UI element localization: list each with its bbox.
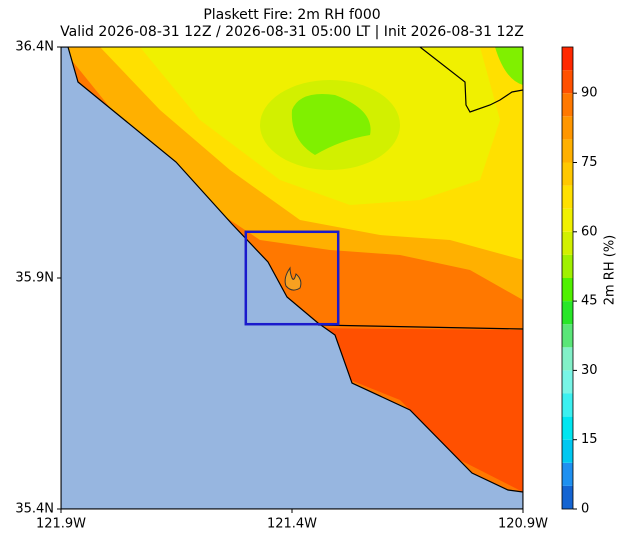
- fire-box: [244, 230, 340, 326]
- colorbar-band: [562, 70, 573, 94]
- colorbar-frame: [561, 46, 574, 510]
- colorbar-band: [562, 462, 573, 486]
- ocean: [61, 47, 523, 509]
- land: [300, 328, 523, 492]
- land: [495, 47, 523, 85]
- colorbar-band: [562, 185, 573, 209]
- colorbar-band: [562, 485, 573, 509]
- y-tick-label: 35.9N: [15, 271, 54, 286]
- colorbar-band: [562, 93, 573, 117]
- colorbar-tick-label: 60: [581, 224, 598, 239]
- colorbar-tick-label: 30: [581, 363, 598, 378]
- land: [291, 94, 371, 155]
- colorbar-band: [562, 231, 573, 255]
- y-tick-label: 36.4N: [15, 40, 54, 55]
- colorbar-band: [562, 208, 573, 232]
- colorbar-tick-label: 15: [581, 432, 598, 447]
- county-border: [317, 324, 523, 330]
- colorbar-band: [562, 278, 573, 302]
- colorbar-band: [562, 116, 573, 140]
- colorbar-tick-label: 45: [581, 294, 598, 309]
- colorbar-band: [562, 254, 573, 278]
- map: [61, 47, 523, 509]
- colorbar-band: [562, 162, 573, 186]
- colorbar-band: [562, 324, 573, 348]
- colorbar-band: [562, 439, 573, 463]
- colorbar-band: [562, 347, 573, 371]
- colorbar-label: 2m RH (%): [603, 235, 618, 306]
- county-border: [419, 47, 523, 113]
- x-tick-label: 121.9W: [36, 517, 86, 532]
- colorbar-band: [562, 416, 573, 440]
- colorbar-band: [562, 47, 573, 71]
- colorbar-tick-label: 75: [581, 155, 598, 170]
- title-line: Valid 2026-08-31 12Z / 2026-08-31 05:00 …: [60, 24, 524, 40]
- colorbar-tick-label: 0: [581, 502, 589, 517]
- x-tick-label: 121.4W: [267, 517, 317, 532]
- y-tick-label: 35.4N: [15, 502, 54, 517]
- colorbar-band: [562, 139, 573, 163]
- fire-icon: [284, 266, 302, 291]
- colorbar-band: [562, 370, 573, 394]
- title-line: Plaskett Fire: 2m RH f000: [203, 7, 380, 23]
- x-tick-label: 120.9W: [498, 517, 548, 532]
- colorbar-tick-label: 90: [581, 86, 598, 101]
- colorbar-band: [562, 393, 573, 417]
- colorbar-band: [562, 301, 573, 325]
